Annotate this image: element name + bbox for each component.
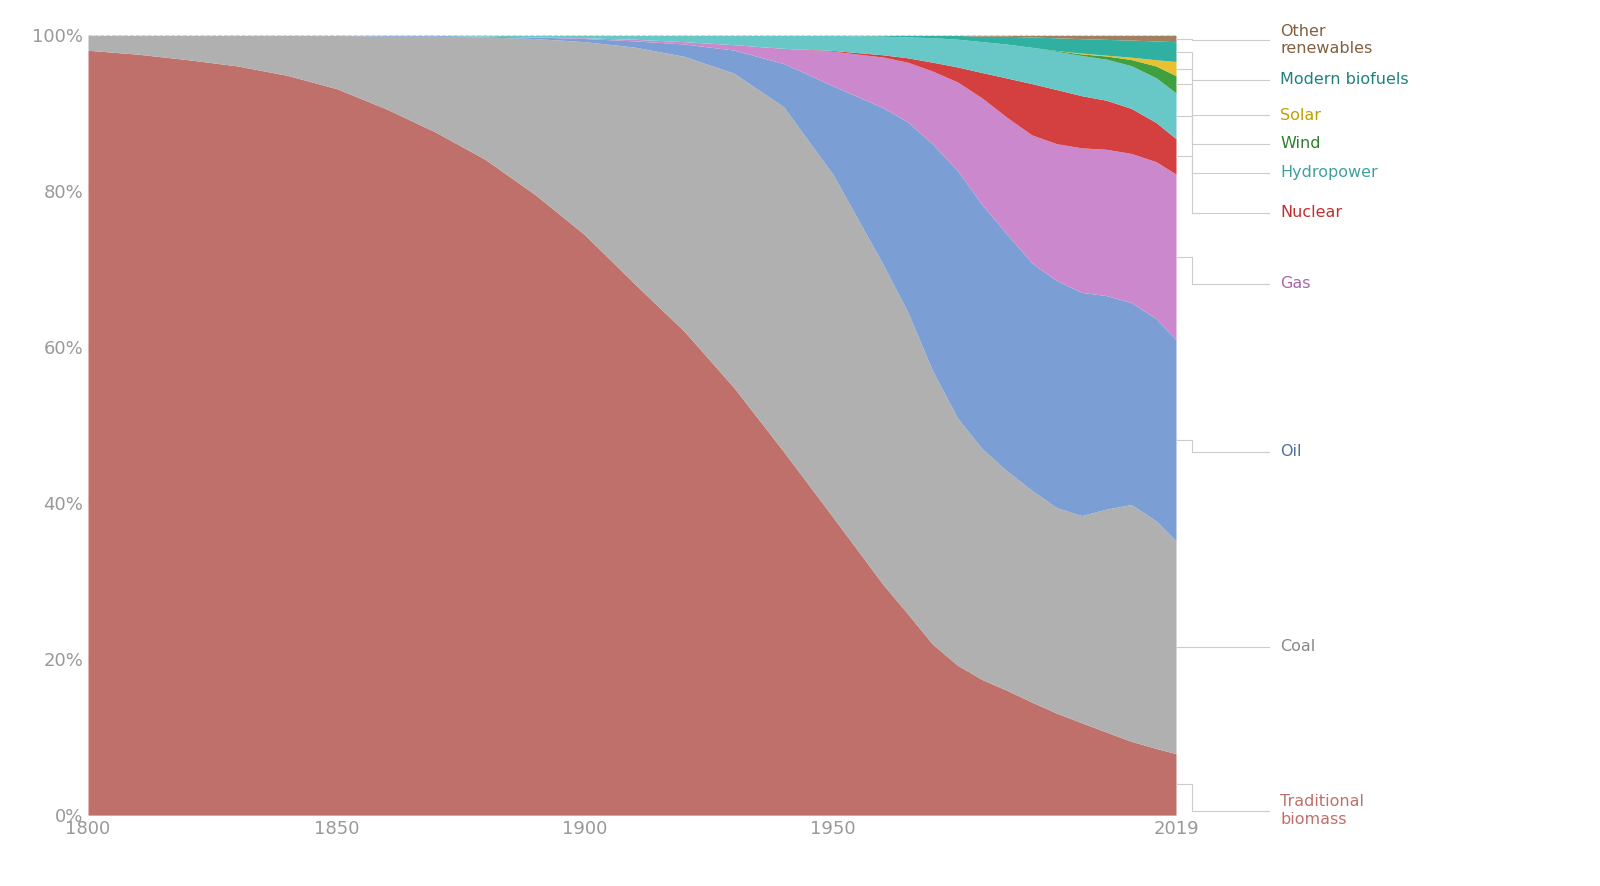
Text: Wind: Wind [1280,136,1320,151]
Text: Coal: Coal [1280,640,1315,654]
Text: Other
renewables: Other renewables [1280,24,1373,56]
Text: Gas: Gas [1280,276,1310,291]
Text: Solar: Solar [1280,108,1322,122]
Text: Modern biofuels: Modern biofuels [1280,73,1408,87]
Text: Traditional
biomass: Traditional biomass [1280,795,1363,827]
Text: Oil: Oil [1280,445,1301,459]
Text: Hydropower: Hydropower [1280,166,1378,180]
Text: Nuclear: Nuclear [1280,206,1342,220]
